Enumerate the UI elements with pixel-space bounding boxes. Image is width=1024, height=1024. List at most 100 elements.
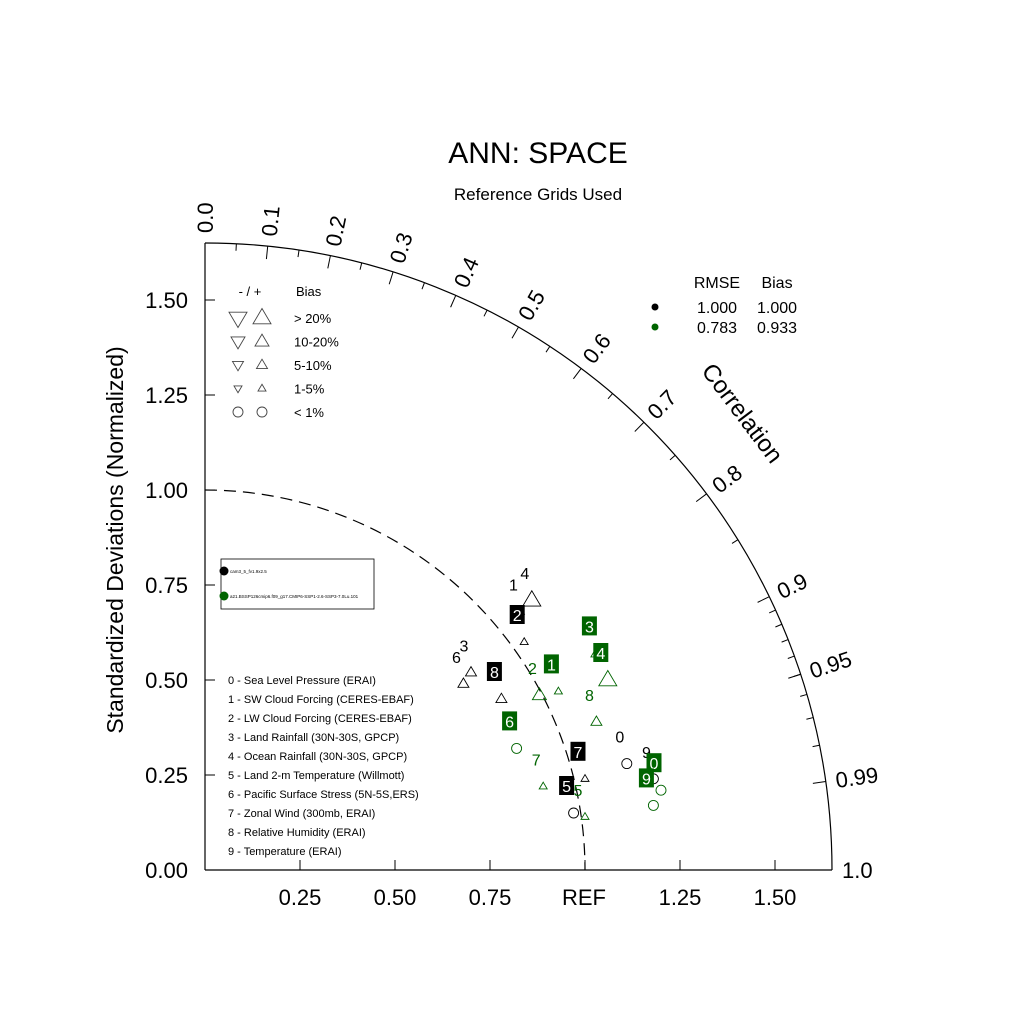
data-point-marker (522, 589, 542, 607)
correlation-label: Correlation (696, 358, 788, 468)
stats-legend-dot (651, 323, 659, 331)
data-point-label: 4 (520, 566, 529, 583)
correlation-minor-tick (607, 393, 613, 400)
correlation-tick (695, 493, 707, 503)
bias-legend-down-marker (232, 406, 244, 418)
stats-legend: RMSE Bias 1.000 1.000 0.783 0.933 (651, 275, 797, 337)
x-axis-ticks: 0.25 0.50 0.75 1.25 1.50 (279, 860, 796, 910)
correlation-tick-label: 0.95 (806, 646, 854, 683)
data-point-marker (568, 807, 580, 819)
data-point-marker (580, 773, 590, 782)
case-legend-name: cam3_5_fv1.9x2.5 (230, 569, 267, 574)
chart-title: ANN: SPACE (448, 137, 628, 170)
data-point-label-box (509, 605, 525, 624)
bias-legend-up-marker (256, 406, 268, 418)
bias-legend-up-marker (254, 333, 270, 347)
data-point-label: 5 (562, 779, 571, 796)
correlation-tick (812, 781, 826, 784)
data-point-label: 6 (452, 650, 461, 667)
data-point-label-box (559, 776, 575, 795)
bias-legend-up-marker (255, 358, 269, 370)
case-legend-name: a21.BSSP126cmip6.f09_g17.CMIP6-SSP1-2.6-… (230, 594, 359, 599)
stats-legend-bias: 1.000 (757, 300, 797, 317)
correlation-tick (388, 271, 394, 285)
data-point-marker (621, 758, 633, 770)
variable-legend-item: 3 - Land Rainfall (30N-30S, GPCP) (228, 732, 399, 744)
correlation-minor-tick (800, 693, 808, 697)
bias-legend-rows: > 20% 10-20% 5-10% 1-5% < 1% (228, 307, 339, 420)
correlation-minor-tick (781, 639, 789, 643)
case-legend-box (220, 558, 375, 610)
data-point-label-box (646, 753, 662, 773)
variable-legend-item: 8 - Relative Humidity (ERAI) (228, 827, 366, 839)
y-axis-ticks: 0.00 0.25 0.50 0.75 1.00 1.25 1.50 (145, 288, 215, 883)
data-point-label: 8 (490, 665, 499, 682)
correlation-minor-tick (297, 250, 300, 258)
data-point-label: 0 (615, 730, 624, 747)
data-point-label-box (543, 654, 559, 674)
variable-legend-item: 0 - Sea Level Pressure (ERAI) (228, 675, 376, 687)
correlation-minor-tick (775, 623, 783, 628)
bias-legend-up-marker (257, 383, 267, 392)
correlation-tick-label: 0.0 (193, 202, 218, 233)
correlation-tick (573, 368, 582, 380)
correlation-tick (511, 326, 519, 339)
x-tick-label: 0.25 (279, 885, 322, 910)
stats-legend-rmse: 1.000 (697, 300, 737, 317)
data-point-marker (464, 665, 478, 677)
data-point-marker (647, 799, 659, 811)
correlation-minor-tick (768, 609, 776, 614)
bias-legend: - / + Bias > 20% 10-20% 5-10% 1-5% < 1% (228, 284, 339, 420)
y-tick-label: 0.75 (145, 573, 188, 598)
bias-legend-bias-header: Bias (296, 284, 322, 299)
case-legend-dot (219, 566, 229, 576)
x-tick-label: 1.25 (659, 885, 702, 910)
correlation-minor-tick (806, 717, 814, 720)
bias-legend-down-marker (233, 385, 243, 394)
data-point-label: 2 (528, 661, 537, 678)
variable-legend-item: 9 - Temperature (ERAI) (228, 846, 342, 858)
data-point-label-box (570, 741, 586, 761)
variable-legend-item: 2 - LW Cloud Forcing (CERES-EBAF) (228, 713, 412, 725)
data-point-marker (531, 686, 548, 701)
bias-legend-label: < 1% (294, 405, 324, 420)
data-point-marker (590, 715, 603, 726)
correlation-minor-tick (421, 282, 425, 290)
data-point-marker (655, 784, 667, 796)
data-point-label: 1 (547, 657, 556, 674)
data-point-label: 0 (650, 756, 659, 773)
correlation-tick (327, 255, 331, 269)
correlation-tick (757, 596, 770, 603)
correlation-tick-label: 0.7 (642, 385, 681, 424)
data-point-marker (580, 811, 590, 820)
stats-legend-row: 0.783 0.933 (651, 320, 797, 337)
y-tick-label: 1.00 (145, 478, 188, 503)
bias-legend-down-marker (231, 360, 245, 372)
correlation-minor-tick (483, 309, 488, 317)
bias-legend-sign-header: - / + (239, 284, 262, 299)
data-point-label-box (486, 662, 502, 681)
data-point-marker (511, 742, 523, 754)
correlation-tick-label: 0.6 (578, 329, 616, 368)
stats-legend-bias-header: Bias (761, 275, 792, 292)
data-point-label: 1 (509, 578, 518, 595)
data-point-label: 9 (642, 771, 651, 788)
correlation-tick-label: 0.8 (707, 460, 746, 498)
bias-legend-label: > 20% (294, 311, 332, 326)
bias-legend-label: 1-5% (294, 382, 325, 397)
correlation-arc (204, 242, 833, 871)
correlation-minor-tick (669, 454, 676, 461)
correlation-minor-tick (787, 655, 795, 659)
correlation-tick (450, 295, 457, 308)
variable-legend-item: 6 - Pacific Surface Stress (5N-5S,ERS) (228, 789, 419, 801)
variable-legend: 0 - Sea Level Pressure (ERAI) 1 - SW Clou… (228, 675, 419, 858)
bias-legend-label: 5-10% (294, 358, 332, 373)
correlation-tick-label: 1.0 (842, 858, 873, 883)
y-tick-label: 0.50 (145, 668, 188, 693)
correlation-tick-label: 0.2 (321, 214, 352, 249)
y-tick-label: 0.00 (145, 858, 188, 883)
correlation-tick (265, 246, 269, 260)
bias-legend-up-marker (252, 307, 272, 325)
data-point-label: 5 (574, 783, 583, 800)
